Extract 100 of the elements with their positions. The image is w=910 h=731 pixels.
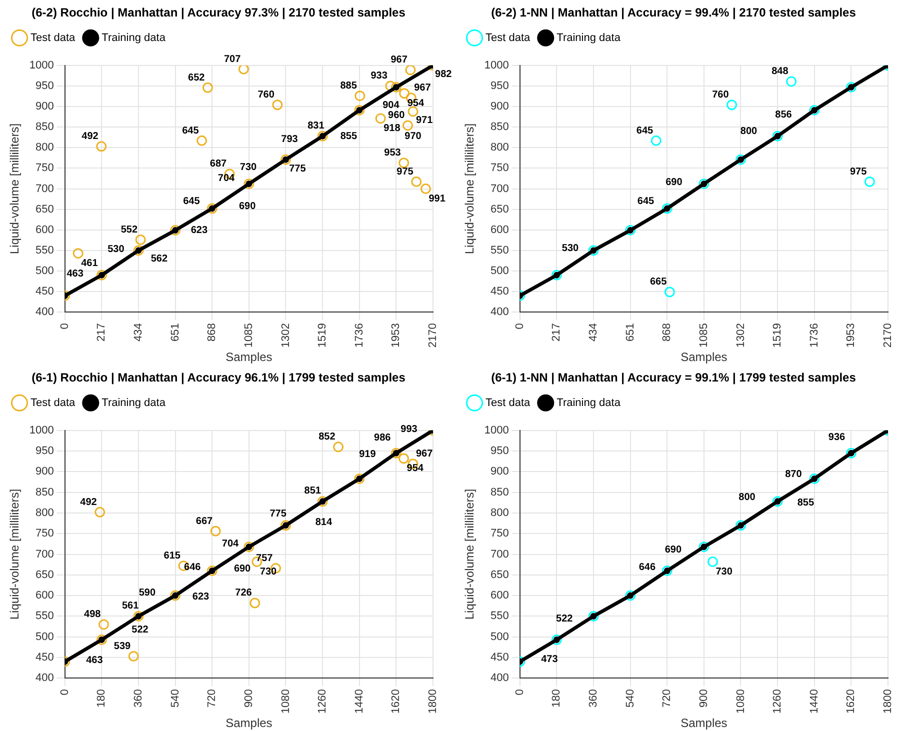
legend-label: Test data: [486, 396, 532, 409]
y-tick-label: 400: [36, 306, 54, 318]
y-tick-label: 1000: [29, 59, 54, 72]
annotation: 870: [785, 468, 802, 480]
point: [96, 141, 107, 152]
point: [210, 526, 221, 536]
y-tick-label: 700: [36, 182, 54, 195]
annotation: 704: [218, 173, 236, 184]
legend-label: Training data: [556, 32, 622, 44]
y-tick-label: 1000: [484, 424, 509, 436]
annotation: 522: [556, 614, 574, 625]
annotation: 814: [315, 516, 332, 528]
point: [354, 90, 366, 102]
x-tick-label: 1800: [882, 689, 894, 714]
x-tick-label: 0: [514, 323, 526, 330]
annotation: 690: [238, 201, 256, 212]
y-tick-label: 750: [36, 162, 54, 174]
x-tick-label: 900: [698, 689, 710, 708]
x-tick-label: 1302: [280, 323, 292, 348]
annotation: 690: [666, 177, 683, 188]
x-tick-label: 0: [514, 689, 526, 696]
annotation: 793: [281, 134, 298, 146]
y-tick-label: 650: [490, 568, 509, 581]
y-tick-label: 550: [36, 244, 54, 256]
annotation: 561: [122, 600, 140, 612]
annotation: 623: [190, 225, 208, 236]
annotation: 960: [388, 110, 406, 122]
y-tick-label: 400: [490, 306, 509, 318]
x-tick-label: 900: [242, 689, 255, 708]
legend-label: Test data: [486, 32, 532, 44]
x-tick-label: 1302: [734, 323, 747, 348]
annotation: 498: [84, 609, 102, 620]
annotation: 730: [240, 162, 258, 173]
annotation: 953: [384, 148, 402, 159]
point: [72, 248, 84, 259]
y-tick-label: 600: [36, 224, 54, 236]
annotation: 615: [164, 550, 181, 562]
x-tick-label: 217: [550, 323, 563, 342]
legend-label: Training data: [102, 396, 166, 409]
y-tick-label: 550: [490, 244, 509, 256]
annotation: 730: [260, 566, 278, 578]
y-tick-label: 850: [36, 486, 54, 498]
x-tick-label: 1080: [734, 689, 747, 714]
x-tick-label: 217: [96, 323, 108, 342]
y-tick-label: 650: [36, 203, 54, 216]
y-tick-label: 700: [490, 182, 509, 195]
annotation: 667: [196, 516, 214, 527]
point: [420, 184, 431, 194]
y-tick-label: 950: [36, 445, 54, 458]
point: [864, 176, 875, 188]
annotation: 562: [150, 254, 168, 265]
annotation: 970: [404, 130, 422, 142]
y-tick-label: 400: [490, 672, 509, 684]
annotation: 492: [82, 131, 99, 142]
legend-label: Test data: [30, 396, 76, 409]
annotation: 936: [828, 432, 846, 444]
y-tick-label: 600: [490, 224, 509, 236]
point: [411, 176, 422, 188]
point: [128, 650, 139, 662]
annotation: 463: [66, 268, 84, 280]
legend-label: Training data: [556, 396, 622, 409]
annotation: 993: [400, 424, 418, 435]
y-tick-label: 950: [36, 80, 54, 92]
y-tick-label: 750: [490, 528, 509, 540]
y-tick-label: 900: [490, 466, 509, 478]
annotation: 473: [541, 654, 558, 665]
y-tick-label: 950: [490, 80, 509, 92]
x-axis-title: Samples: [226, 716, 272, 730]
annotation: 831: [308, 120, 325, 132]
annotation: 463: [86, 654, 104, 666]
annotation: 530: [108, 244, 125, 255]
annotation: 690: [664, 544, 682, 556]
x-axis-title: Samples: [680, 716, 728, 730]
annotation: 848: [772, 66, 789, 78]
annotation: 775: [270, 508, 287, 520]
x-tick-label: 1260: [316, 689, 329, 714]
annotation: 851: [304, 485, 322, 496]
y-tick-label: 850: [36, 121, 54, 134]
point: [202, 82, 213, 93]
point: [726, 100, 738, 110]
annotation: 726: [235, 588, 252, 599]
y-tick-label: 500: [36, 265, 54, 278]
y-tick-label: 700: [490, 548, 509, 560]
point: [707, 556, 718, 567]
point: [664, 286, 675, 298]
y-tick-label: 650: [36, 568, 54, 581]
annotation: 760: [258, 90, 275, 101]
y-tick-label: 700: [36, 548, 54, 560]
y-tick-label: 800: [490, 142, 509, 154]
point: [196, 135, 208, 146]
annotation: 954: [407, 98, 424, 110]
chart-title: (6-2) 1-NN | Manhattan | Accuracy = 99.4% | 2170 tested samples: [491, 6, 856, 20]
x-tick-label: 2170: [882, 323, 894, 348]
point: [650, 135, 662, 146]
y-tick-label: 400: [36, 672, 54, 684]
x-tick-label: 720: [661, 689, 674, 708]
y-tick-label: 600: [36, 590, 54, 602]
y-tick-label: 800: [36, 507, 54, 520]
y-axis-title: Liquid-volume [milliliters]: [8, 488, 22, 620]
x-tick-label: 1519: [316, 323, 329, 348]
